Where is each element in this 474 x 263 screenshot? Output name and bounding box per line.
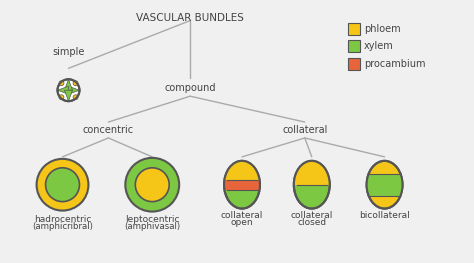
Text: phloem: phloem (364, 24, 400, 34)
Text: collateral: collateral (221, 211, 263, 220)
Ellipse shape (59, 95, 64, 100)
Ellipse shape (366, 161, 402, 209)
Text: (amphivasal): (amphivasal) (124, 222, 180, 231)
Ellipse shape (224, 161, 260, 209)
Ellipse shape (36, 159, 89, 211)
Text: hadrocentric: hadrocentric (34, 215, 91, 224)
Text: (amphicribral): (amphicribral) (32, 222, 93, 231)
Ellipse shape (294, 161, 330, 209)
Text: leptocentric: leptocentric (125, 215, 180, 224)
Text: closed: closed (297, 218, 326, 227)
Text: open: open (231, 218, 253, 227)
Polygon shape (64, 79, 73, 90)
Polygon shape (69, 86, 80, 94)
Ellipse shape (366, 161, 402, 209)
Bar (347, 23, 360, 34)
Text: compound: compound (164, 83, 216, 93)
Text: simple: simple (52, 47, 85, 57)
Text: VASCULAR BUNDLES: VASCULAR BUNDLES (136, 13, 244, 23)
Ellipse shape (224, 161, 260, 209)
Text: bicollateral: bicollateral (359, 211, 410, 220)
Ellipse shape (224, 161, 260, 209)
Bar (347, 41, 360, 52)
Ellipse shape (294, 161, 330, 209)
Text: collateral: collateral (282, 125, 328, 135)
Ellipse shape (125, 158, 179, 211)
Polygon shape (57, 86, 69, 94)
Text: concentric: concentric (83, 125, 134, 135)
Ellipse shape (46, 168, 80, 202)
Ellipse shape (59, 81, 64, 86)
Polygon shape (64, 90, 73, 101)
Text: xylem: xylem (364, 42, 393, 52)
Ellipse shape (135, 168, 169, 202)
Ellipse shape (73, 95, 78, 100)
Text: collateral: collateral (291, 211, 333, 220)
Ellipse shape (57, 79, 80, 101)
Text: procambium: procambium (364, 59, 425, 69)
Ellipse shape (73, 81, 78, 86)
Bar (347, 58, 360, 70)
